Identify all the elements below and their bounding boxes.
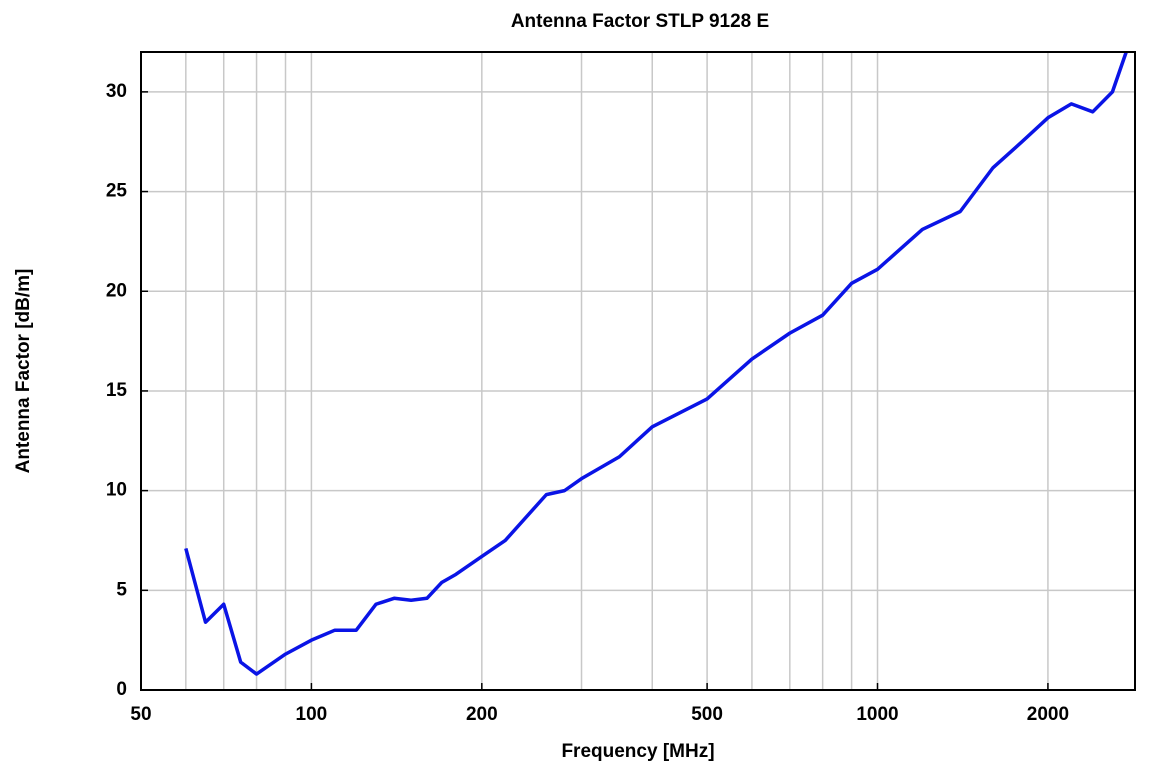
x-tick-label: 100 [296,704,328,725]
y-tick-label: 30 [106,81,127,102]
y-tick-label: 20 [106,280,127,301]
chart-title: Antenna Factor STLP 9128 E [511,11,769,32]
x-tick-label: 200 [466,704,498,725]
y-tick-label: 5 [116,579,127,600]
y-tick-label: 25 [106,181,128,202]
x-tick-label: 1000 [856,704,898,725]
y-tick-label: 15 [106,380,128,401]
data-line [184,51,1128,676]
x-axis-label: Frequency [MHz] [561,741,714,762]
y-axis-label: Antenna Factor [dB/m] [13,269,34,474]
plot-frame [140,51,1136,691]
y-tick-label: 0 [116,679,127,700]
x-tick-label: 50 [130,704,151,725]
y-tick-label: 10 [106,480,127,501]
x-tick-label: 2000 [1027,704,1069,725]
x-tick-label: 500 [691,704,723,725]
